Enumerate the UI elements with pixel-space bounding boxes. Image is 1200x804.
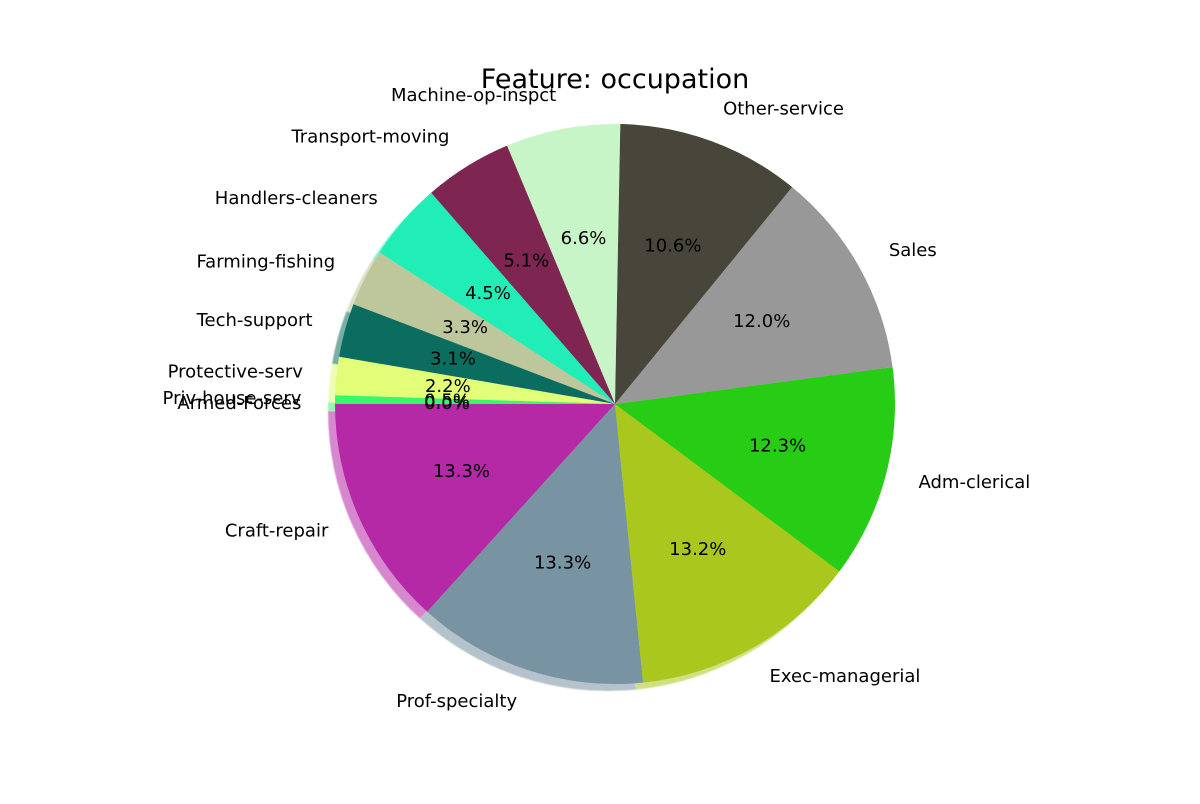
slice-pct-farming-fishing: 3.3% xyxy=(442,317,488,338)
slice-tech-support xyxy=(339,304,615,404)
slice-label-farming-fishing: Farming-fishing xyxy=(196,252,335,273)
slice-prof-specialty xyxy=(427,404,644,684)
slice-label-priv-house-serv: Priv-house-serv xyxy=(163,388,302,409)
slice-pct-machine-op-inspct: 6.6% xyxy=(561,228,607,249)
slice-adm-clerical xyxy=(615,367,896,572)
slice-pct-priv-house-serv: 0.5% xyxy=(424,390,470,411)
slice-label-sales: Sales xyxy=(889,240,937,261)
slice-exec-managerial xyxy=(615,404,840,683)
slice-label-machine-op-inspct: Machine-op-inspct xyxy=(391,85,556,106)
slice-craft-repair xyxy=(335,404,615,612)
slice-farming-fishing xyxy=(353,252,615,404)
slice-pct-protective-serv: 2.2% xyxy=(425,376,471,397)
slice-label-armed-forces: Armed-Forces xyxy=(177,393,301,414)
slice-pct-sales: 12.0% xyxy=(733,311,790,332)
slice-pct-handlers-cleaners: 4.5% xyxy=(465,283,511,304)
slice-priv-house-serv xyxy=(335,395,615,404)
slice-sales xyxy=(615,187,893,404)
pie-labels: Craft-repair 13.3% Prof-specialty 13.3% Exec… xyxy=(163,85,1031,712)
slice-protective-serv xyxy=(335,356,615,404)
slice-pct-craft-repair: 13.3% xyxy=(433,461,490,482)
slice-label-craft-repair: Craft-repair xyxy=(225,520,329,541)
slice-pct-other-service: 10.6% xyxy=(644,235,701,256)
slice-label-prof-specialty: Prof-specialty xyxy=(396,691,517,712)
slice-pct-armed-forces: 0.0% xyxy=(424,393,470,414)
slice-label-handlers-cleaners: Handlers-cleaners xyxy=(215,188,378,209)
slice-label-exec-managerial: Exec-managerial xyxy=(770,666,921,687)
slice-label-other-service: Other-service xyxy=(723,99,844,120)
slice-label-protective-serv: Protective-serv xyxy=(168,362,304,383)
slice-pct-tech-support: 3.1% xyxy=(430,349,476,370)
slice-pct-transport-moving: 5.1% xyxy=(503,250,549,271)
slice-pct-exec-managerial: 13.2% xyxy=(669,539,726,560)
slice-machine-op-inspct xyxy=(507,124,621,404)
slice-label-transport-moving: Transport-moving xyxy=(290,127,449,148)
slice-transport-moving xyxy=(431,145,615,405)
slice-label-tech-support: Tech-support xyxy=(196,310,313,331)
slice-pct-adm-clerical: 12.3% xyxy=(749,435,806,456)
slice-handlers-cleaners xyxy=(379,192,615,404)
slice-other-service xyxy=(615,124,793,404)
pie-slices xyxy=(335,124,896,684)
slice-pct-prof-specialty: 13.3% xyxy=(534,553,591,574)
slice-label-adm-clerical: Adm-clerical xyxy=(919,472,1031,493)
chart-title: Feature: occupation xyxy=(481,64,749,95)
